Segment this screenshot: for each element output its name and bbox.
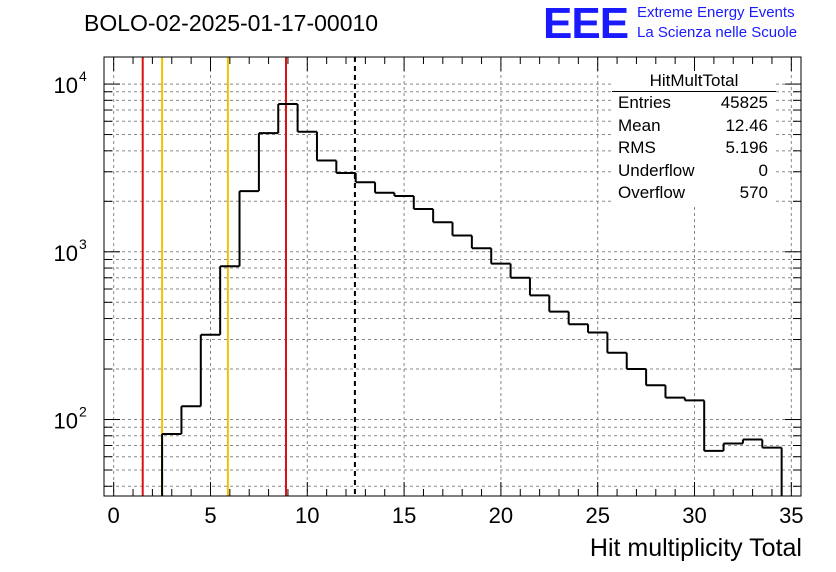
stats-row: Overflow 570 (612, 182, 776, 205)
stats-row: Mean 12.46 (612, 115, 776, 138)
x-axis-label: Hit multiplicity Total (589, 534, 802, 562)
eee-logo-text: Extreme Energy Events La Scienza nelle S… (637, 3, 797, 43)
x-tick-label: 20 (489, 503, 513, 528)
stats-row-value: 570 (739, 183, 768, 202)
axes (103, 56, 802, 497)
stats-row-label: RMS (618, 138, 656, 157)
stats-row: Underflow 0 (612, 160, 776, 183)
histogram-series (161, 103, 783, 496)
plot-frame (103, 56, 802, 497)
histogram-title: BOLO-02-2025-01-17-00010 (84, 10, 379, 36)
x-tick-label: 5 (204, 503, 216, 528)
stats-row-label: Mean (618, 115, 661, 135)
y-tick-exponent: 3 (79, 236, 87, 252)
stats-box: HitMultTotal Entries 45825 Mean 12.46 RMS 5.1… (612, 71, 776, 205)
stats-row-value: 12.46 (725, 115, 768, 135)
stats-row-value: 0 (758, 160, 768, 180)
stats-row-value: 5.196 (725, 138, 768, 157)
x-tick-label: 0 (108, 503, 120, 528)
y-tick-label: 10 (54, 409, 78, 434)
stats-row: Entries 45825 (612, 92, 776, 115)
stats-row: RMS 5.196 (612, 137, 776, 160)
eee-logo: EEE (543, 0, 629, 48)
stats-rows: Entries 45825 Mean 12.46 RMS 5.196 Underflow 0 O… (612, 92, 776, 205)
x-tick-label: 35 (779, 503, 803, 528)
stats-row-label: Underflow (618, 160, 695, 180)
y-tick-label: 10 (54, 73, 78, 98)
x-tick-label: 15 (392, 503, 416, 528)
y-tick-exponent: 4 (79, 68, 87, 84)
x-tick-label: 30 (682, 503, 706, 528)
stats-row-value: 45825 (720, 93, 768, 112)
y-tick-label: 10 (54, 241, 78, 266)
logo-line-1: Extreme Energy Events (637, 4, 795, 21)
x-tick-label: 10 (295, 503, 319, 528)
stats-row-label: Entries (618, 93, 671, 112)
threshold-lines (141, 57, 356, 496)
stats-box-title: HitMultTotal (612, 71, 776, 92)
logo-line-2: La Scienza nelle Scuole (637, 24, 798, 41)
y-tick-exponent: 2 (79, 404, 87, 420)
x-tick-label: 25 (585, 503, 609, 528)
stats-row-label: Overflow (618, 183, 686, 202)
